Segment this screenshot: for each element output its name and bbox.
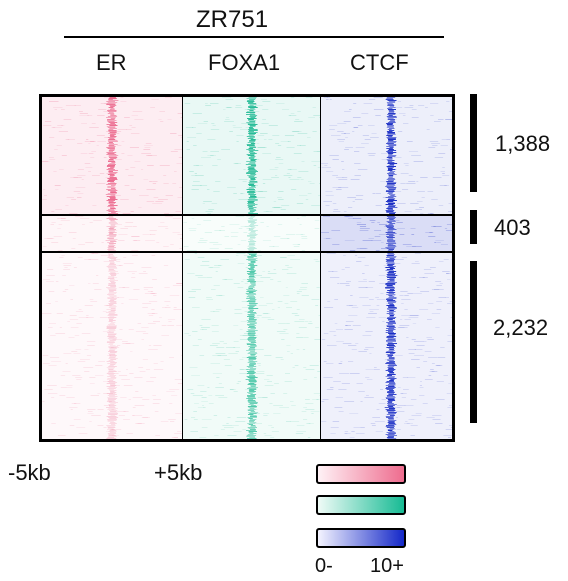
column-label-foxa1: FOXA1 <box>208 50 281 75</box>
cluster-count-label: 2,232 <box>493 315 549 340</box>
color-scale-foxa1 <box>316 495 406 515</box>
cluster-bar <box>470 94 477 192</box>
cluster-divider <box>42 214 452 216</box>
heatmap-panel-ctcf <box>320 97 452 439</box>
cluster-divider <box>42 251 452 253</box>
color-scale-ctcf <box>316 528 406 548</box>
x-axis-right-label: +5kb <box>154 460 203 485</box>
cluster-count-label: 1,388 <box>495 131 551 156</box>
heatmap-panel-er <box>42 97 182 439</box>
color-scale-max-label: 10+ <box>370 555 404 577</box>
cell-line-title: ZR751 <box>196 6 269 33</box>
cluster-count-label: 403 <box>494 215 531 240</box>
color-scale-er <box>316 464 406 484</box>
heatmap-panel-foxa1 <box>182 97 321 439</box>
column-label-ctcf: CTCF <box>350 50 409 75</box>
color-scale-min-label: 0- <box>315 555 333 577</box>
title-underline <box>64 36 444 38</box>
heatmap <box>39 94 455 442</box>
column-label-er: ER <box>96 50 127 75</box>
cluster-bar <box>470 261 477 423</box>
x-axis-left-label: -5kb <box>8 460 51 485</box>
cluster-bar <box>470 210 477 244</box>
